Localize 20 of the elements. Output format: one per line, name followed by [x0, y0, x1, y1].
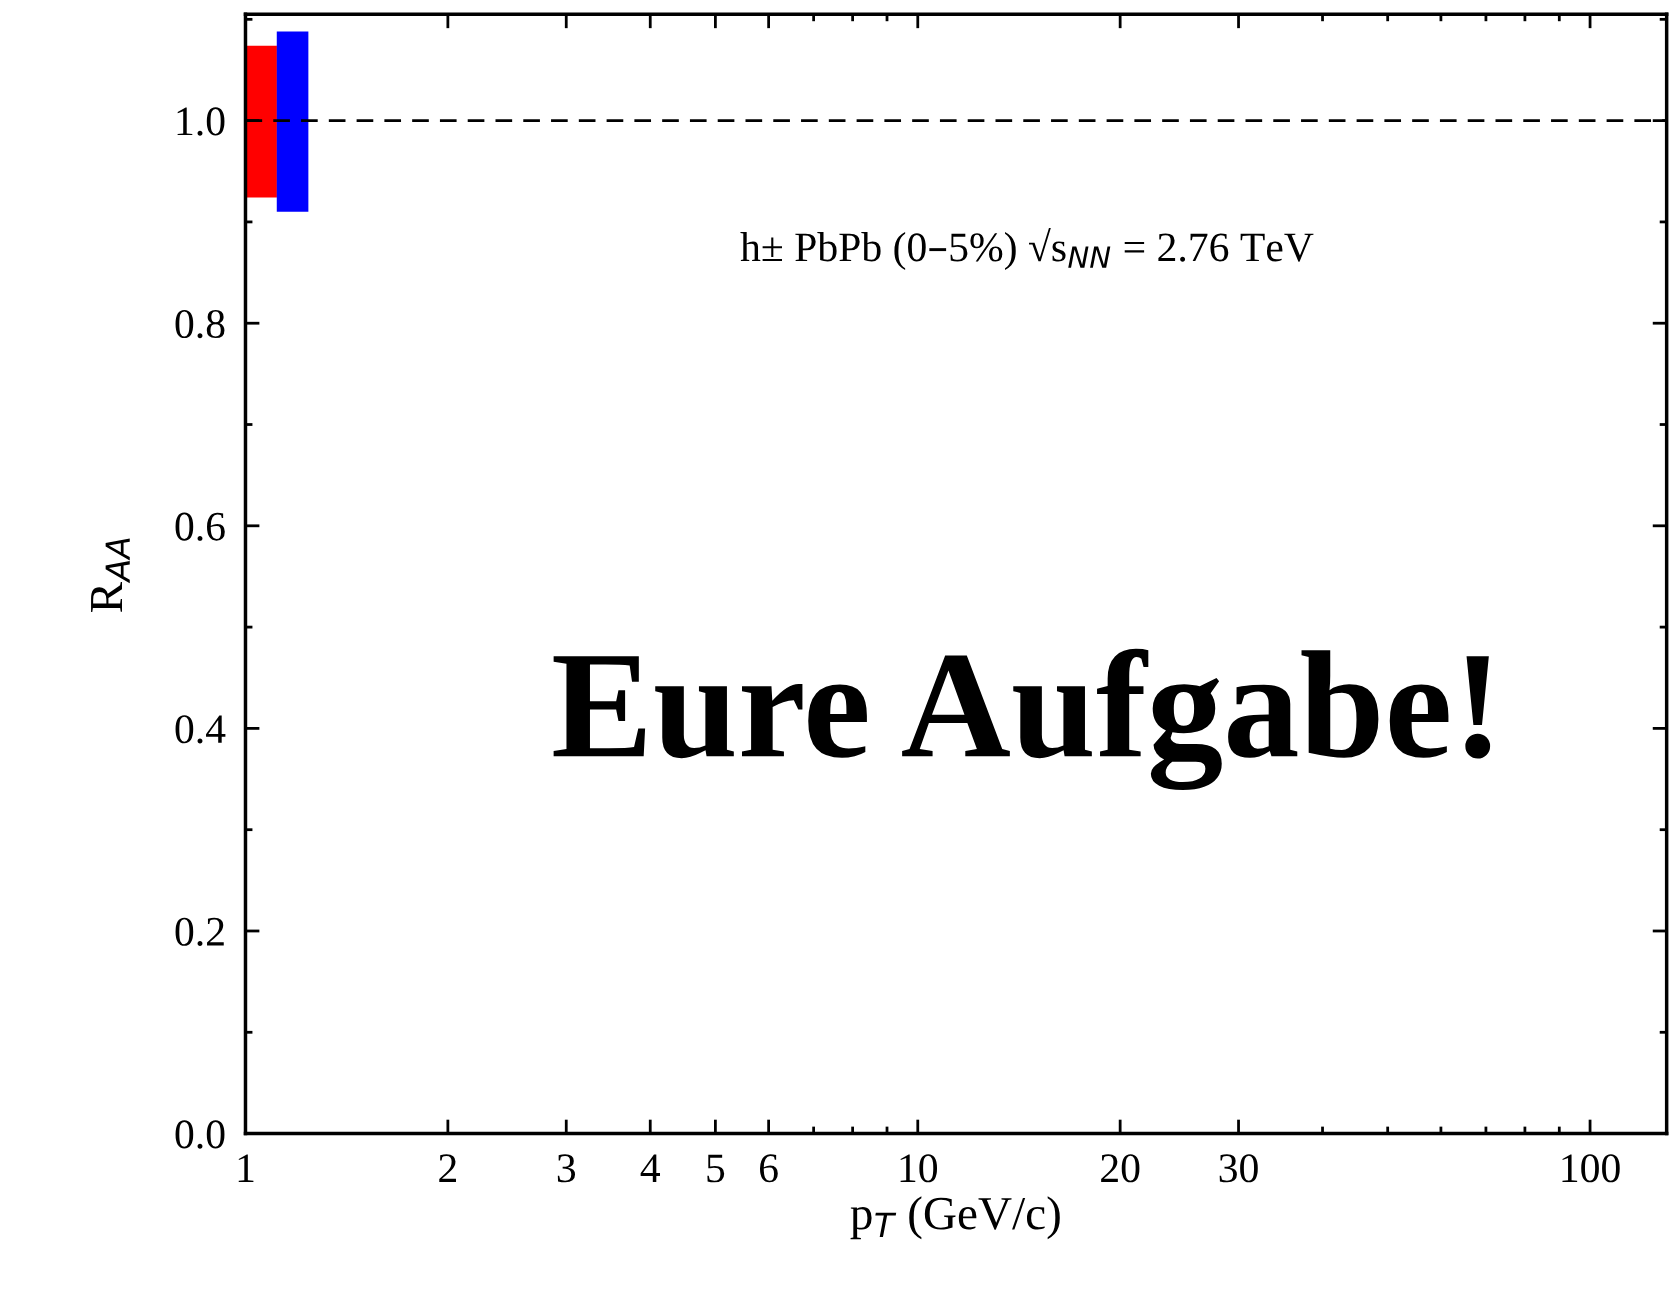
x-axis-title: p$_{T}$ (GeV/c) [850, 1196, 1060, 1240]
y-tick-label: 0.2 [175, 917, 224, 947]
annotation: h± PbPb (0–5%) √s$_{NN}$ = 2.76 TeV [740, 228, 1314, 270]
x-tick-label: 5 [707, 1154, 725, 1183]
y-tick-label: 1.0 [177, 107, 225, 136]
x-tick-label: 20 [1101, 1154, 1140, 1183]
x-tick-label: 3 [557, 1154, 576, 1183]
y-tick-label: 0.4 [175, 715, 226, 744]
x-tick-label: 100 [1562, 1154, 1620, 1183]
x-tick-label: 2 [439, 1154, 456, 1182]
y-tick-label: 0.8 [175, 309, 225, 339]
y-axis-title: R$_{AA}$ [91, 538, 130, 612]
y-tick-label: 0.6 [175, 512, 225, 541]
y-tick-label: 0.0 [175, 1120, 225, 1149]
x-tick-label: 6 [760, 1154, 778, 1183]
x-tick-label: 4 [640, 1154, 661, 1182]
x-tick-label: 1 [238, 1154, 254, 1182]
x-tick-label: 30 [1219, 1154, 1258, 1183]
annotation: Eure Aufgabe! [553, 648, 1491, 791]
x-tick-label: 10 [900, 1154, 938, 1183]
